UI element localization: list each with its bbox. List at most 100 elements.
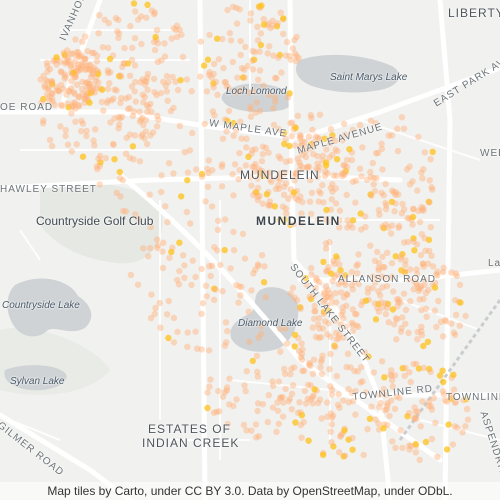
density-point: [418, 203, 425, 211]
density-point: [107, 119, 114, 126]
density-point: [137, 116, 145, 123]
density-point: [352, 177, 360, 184]
density-point: [388, 377, 396, 384]
density-point: [329, 132, 336, 139]
density-point: [242, 162, 249, 169]
density-point: [40, 95, 47, 103]
density-point: [67, 63, 74, 70]
density-point: [173, 33, 181, 41]
density-point: [425, 260, 432, 267]
density-point: [279, 413, 287, 420]
density-point: [346, 221, 354, 228]
density-point: [372, 279, 379, 286]
density-point: [93, 58, 101, 65]
density-point: [447, 391, 455, 399]
density-point: [259, 143, 267, 150]
density-point: [76, 53, 83, 60]
density-point: [270, 121, 278, 129]
density-point: [379, 304, 387, 311]
density-point: [417, 423, 424, 430]
density-point: [245, 153, 252, 160]
density-point: [388, 367, 395, 374]
water-label-saint-marys-lake: Saint Marys Lake: [330, 72, 408, 83]
density-point: [70, 89, 78, 96]
density-point: [400, 125, 408, 132]
density-point: [404, 214, 411, 222]
density-point: [176, 239, 183, 246]
density-point: [210, 80, 217, 87]
density-point: [378, 273, 385, 280]
density-point: [352, 199, 359, 206]
density-point: [193, 166, 200, 173]
density-point: [304, 381, 312, 389]
density-point: [333, 253, 340, 260]
density-point: [87, 85, 94, 92]
density-point: [428, 184, 435, 191]
density-point: [91, 142, 98, 149]
density-point: [322, 159, 330, 166]
density-point: [337, 289, 345, 296]
density-point: [344, 224, 351, 231]
density-point: [311, 139, 318, 146]
density-point: [110, 141, 117, 148]
density-point: [64, 100, 72, 107]
density-point: [427, 403, 435, 410]
density-point: [397, 253, 405, 260]
density-point: [170, 170, 177, 177]
density-point: [125, 93, 133, 101]
density-point: [416, 218, 424, 226]
density-point: [406, 163, 413, 170]
density-point: [229, 3, 237, 10]
density-point: [306, 198, 314, 205]
density-point: [367, 117, 375, 125]
density-point: [192, 328, 199, 335]
density-point: [145, 103, 152, 111]
density-point: [62, 52, 69, 60]
density-point: [258, 157, 266, 165]
density-point: [111, 156, 118, 163]
density-point: [327, 184, 334, 192]
density-point: [306, 360, 313, 367]
density-point: [338, 311, 345, 319]
density-point: [90, 49, 98, 57]
density-point: [140, 245, 147, 252]
map-attribution[interactable]: Map tiles by Carto, under CC BY 3.0. Dat…: [0, 482, 500, 500]
density-point: [208, 203, 216, 210]
density-point: [102, 155, 109, 162]
density-point: [40, 117, 47, 124]
density-point: [247, 10, 255, 17]
density-point: [135, 16, 142, 23]
density-point: [162, 203, 169, 210]
density-point: [286, 395, 293, 402]
density-point: [319, 451, 327, 458]
density-point: [116, 168, 124, 176]
density-point: [268, 178, 275, 185]
density-point: [252, 160, 259, 168]
density-point: [337, 433, 344, 440]
density-point: [265, 392, 272, 399]
density-point: [380, 192, 387, 199]
density-point: [304, 164, 311, 171]
density-point: [379, 223, 386, 230]
density-point: [247, 106, 254, 113]
density-point: [410, 235, 417, 242]
density-point: [45, 84, 52, 92]
density-point: [198, 170, 206, 178]
density-point: [395, 298, 402, 306]
density-point: [230, 119, 237, 127]
density-point: [61, 51, 68, 59]
density-point: [224, 6, 231, 14]
density-point: [165, 334, 172, 342]
density-point: [322, 216, 330, 223]
density-point: [397, 427, 404, 434]
density-point: [299, 367, 306, 375]
density-point: [86, 80, 94, 87]
density-point: [325, 293, 332, 301]
density-point: [358, 301, 365, 309]
density-point: [371, 257, 379, 264]
density-point: [136, 108, 143, 115]
density-point: [259, 200, 266, 207]
density-point: [388, 372, 395, 379]
density-point: [61, 75, 68, 82]
